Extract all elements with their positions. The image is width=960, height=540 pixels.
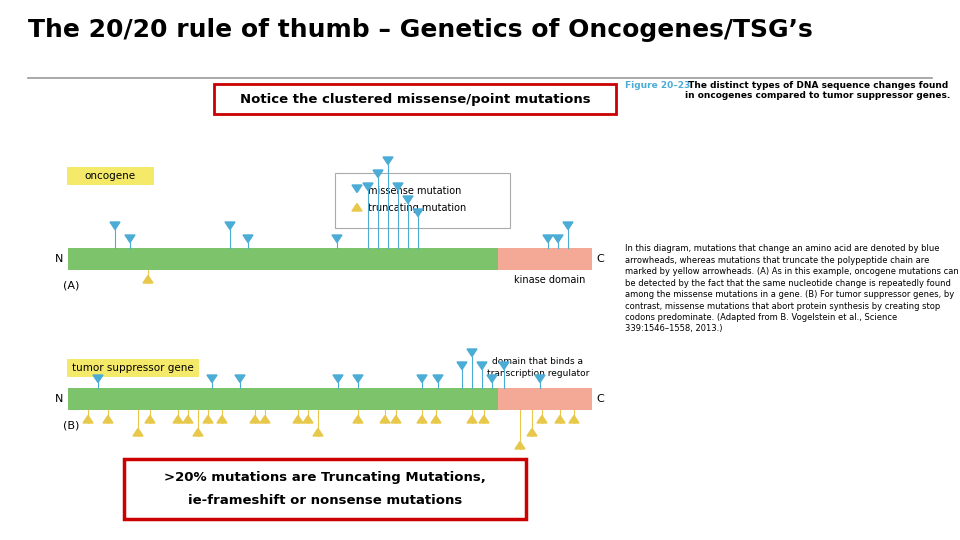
Polygon shape	[125, 235, 135, 242]
Polygon shape	[207, 375, 217, 382]
Bar	[68, 248, 498, 270]
Polygon shape	[332, 235, 342, 242]
Polygon shape	[260, 415, 270, 423]
Text: In this diagram, mutations that change an amino acid are denoted by blue arrowhe: In this diagram, mutations that change a…	[625, 244, 959, 333]
Text: Figure 20–23: Figure 20–23	[625, 81, 690, 90]
Polygon shape	[203, 415, 213, 423]
Text: oncogene: oncogene	[84, 171, 135, 181]
Bar	[68, 388, 498, 410]
Polygon shape	[555, 415, 565, 423]
FancyBboxPatch shape	[214, 84, 616, 114]
Text: truncating mutation: truncating mutation	[368, 203, 467, 213]
Polygon shape	[563, 222, 573, 230]
Polygon shape	[173, 415, 183, 423]
Polygon shape	[143, 275, 153, 283]
Polygon shape	[373, 170, 383, 178]
Polygon shape	[353, 375, 363, 382]
Polygon shape	[433, 375, 443, 382]
Polygon shape	[431, 415, 441, 423]
Polygon shape	[333, 375, 343, 382]
Text: (B): (B)	[63, 420, 80, 430]
Text: domain that binds a: domain that binds a	[492, 357, 584, 366]
Text: missense mutation: missense mutation	[368, 186, 462, 196]
Text: >20% mutations are Truncating Mutations,: >20% mutations are Truncating Mutations,	[164, 471, 486, 484]
Polygon shape	[413, 209, 423, 217]
Polygon shape	[293, 415, 303, 423]
Polygon shape	[477, 362, 487, 369]
Polygon shape	[499, 362, 509, 369]
Polygon shape	[313, 429, 323, 436]
Polygon shape	[535, 375, 545, 382]
Polygon shape	[417, 415, 427, 423]
Text: ie-frameshift or nonsense mutations: ie-frameshift or nonsense mutations	[188, 494, 462, 507]
Bar	[498, 248, 592, 270]
Polygon shape	[403, 196, 413, 204]
Polygon shape	[383, 157, 393, 165]
Polygon shape	[193, 429, 203, 436]
Polygon shape	[569, 415, 579, 423]
Text: C: C	[596, 394, 604, 404]
Bar	[498, 388, 592, 410]
Polygon shape	[225, 222, 235, 230]
Polygon shape	[103, 415, 113, 423]
Text: tumor suppressor gene: tumor suppressor gene	[72, 363, 194, 373]
Polygon shape	[467, 349, 477, 356]
Polygon shape	[93, 375, 103, 382]
FancyBboxPatch shape	[67, 359, 199, 377]
Polygon shape	[250, 415, 260, 423]
Text: N: N	[55, 254, 63, 264]
Polygon shape	[145, 415, 155, 423]
Polygon shape	[417, 375, 427, 382]
FancyBboxPatch shape	[124, 459, 526, 519]
Polygon shape	[352, 204, 362, 211]
Polygon shape	[487, 375, 497, 382]
Text: transcription regulator: transcription regulator	[487, 369, 589, 378]
Polygon shape	[543, 235, 553, 242]
Polygon shape	[235, 375, 245, 382]
Polygon shape	[217, 415, 227, 423]
Polygon shape	[243, 235, 253, 242]
Polygon shape	[303, 415, 313, 423]
Bar	[335, 173, 510, 228]
Text: The distinct types of DNA sequence changes found in oncogenes compared to tumor : The distinct types of DNA sequence chang…	[685, 81, 950, 100]
Polygon shape	[110, 222, 120, 230]
Polygon shape	[537, 415, 547, 423]
Polygon shape	[83, 415, 93, 423]
Text: N: N	[55, 394, 63, 404]
Polygon shape	[353, 415, 363, 423]
Text: C: C	[596, 254, 604, 264]
Polygon shape	[527, 429, 537, 436]
Polygon shape	[133, 429, 143, 436]
Text: Notice the clustered missense/point mutations: Notice the clustered missense/point muta…	[240, 92, 590, 105]
Polygon shape	[467, 415, 477, 423]
Polygon shape	[457, 362, 467, 369]
Text: (A): (A)	[63, 280, 80, 290]
Text: The 20/20 rule of thumb – Genetics of Oncogenes/TSG’s: The 20/20 rule of thumb – Genetics of On…	[28, 18, 813, 42]
Polygon shape	[391, 415, 401, 423]
Polygon shape	[553, 235, 563, 242]
Polygon shape	[479, 415, 489, 423]
FancyBboxPatch shape	[67, 167, 154, 185]
Polygon shape	[380, 415, 390, 423]
Text: kinase domain: kinase domain	[515, 275, 586, 285]
Polygon shape	[352, 185, 362, 192]
Polygon shape	[393, 183, 403, 191]
Polygon shape	[363, 183, 373, 191]
Polygon shape	[183, 415, 193, 423]
Polygon shape	[515, 442, 525, 449]
